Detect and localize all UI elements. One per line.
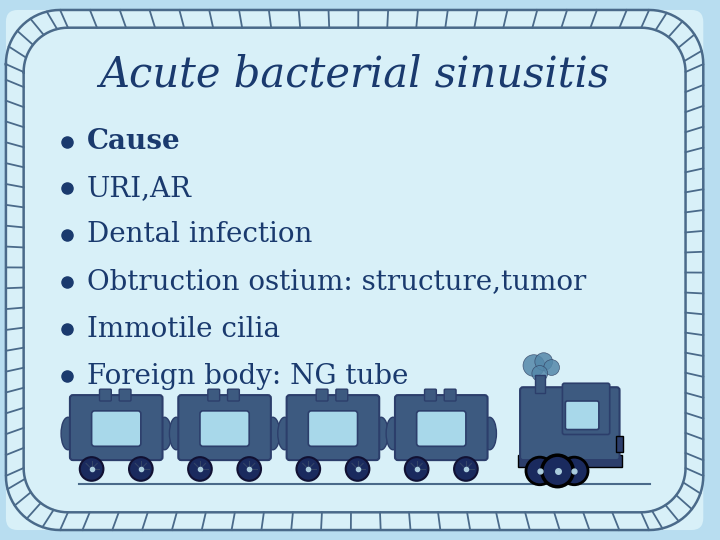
- FancyBboxPatch shape: [308, 411, 358, 447]
- Bar: [535, 375, 545, 393]
- Ellipse shape: [266, 417, 280, 450]
- Text: Obtruction ostium: structure,tumor: Obtruction ostium: structure,tumor: [86, 268, 586, 295]
- Circle shape: [544, 360, 559, 375]
- Circle shape: [346, 457, 369, 481]
- Circle shape: [560, 457, 588, 485]
- Ellipse shape: [482, 417, 496, 450]
- Circle shape: [541, 455, 573, 487]
- Text: Foreign body: NG tube: Foreign body: NG tube: [86, 363, 408, 390]
- FancyBboxPatch shape: [520, 387, 619, 460]
- Text: Dental infection: Dental infection: [86, 221, 312, 248]
- Circle shape: [454, 457, 477, 481]
- Circle shape: [80, 457, 104, 481]
- Circle shape: [238, 457, 261, 481]
- Ellipse shape: [386, 417, 400, 450]
- FancyBboxPatch shape: [99, 389, 112, 401]
- FancyBboxPatch shape: [417, 411, 466, 447]
- Ellipse shape: [61, 417, 75, 450]
- Bar: [616, 436, 624, 452]
- Text: Immotile cilia: Immotile cilia: [86, 315, 279, 342]
- FancyBboxPatch shape: [425, 389, 436, 401]
- Circle shape: [523, 355, 545, 376]
- Ellipse shape: [374, 417, 388, 450]
- Ellipse shape: [169, 417, 183, 450]
- Circle shape: [526, 457, 554, 485]
- Circle shape: [532, 366, 548, 381]
- Circle shape: [297, 457, 320, 481]
- FancyBboxPatch shape: [208, 389, 220, 401]
- FancyBboxPatch shape: [91, 411, 141, 447]
- Text: URI,AR: URI,AR: [86, 175, 192, 202]
- Circle shape: [535, 353, 552, 370]
- FancyBboxPatch shape: [6, 10, 703, 530]
- Circle shape: [405, 457, 428, 481]
- FancyBboxPatch shape: [562, 383, 610, 435]
- FancyBboxPatch shape: [200, 411, 249, 447]
- FancyBboxPatch shape: [70, 395, 163, 460]
- Ellipse shape: [278, 417, 292, 450]
- FancyBboxPatch shape: [336, 389, 348, 401]
- FancyBboxPatch shape: [179, 395, 271, 460]
- FancyBboxPatch shape: [444, 389, 456, 401]
- FancyBboxPatch shape: [287, 395, 379, 460]
- Text: Cause: Cause: [86, 129, 181, 156]
- Bar: [518, 455, 621, 467]
- FancyBboxPatch shape: [565, 401, 599, 429]
- Circle shape: [129, 457, 153, 481]
- FancyBboxPatch shape: [395, 395, 487, 460]
- Text: Acute bacterial sinusitis: Acute bacterial sinusitis: [99, 54, 610, 96]
- Circle shape: [188, 457, 212, 481]
- FancyBboxPatch shape: [228, 389, 239, 401]
- FancyBboxPatch shape: [316, 389, 328, 401]
- Ellipse shape: [158, 417, 171, 450]
- FancyBboxPatch shape: [120, 389, 131, 401]
